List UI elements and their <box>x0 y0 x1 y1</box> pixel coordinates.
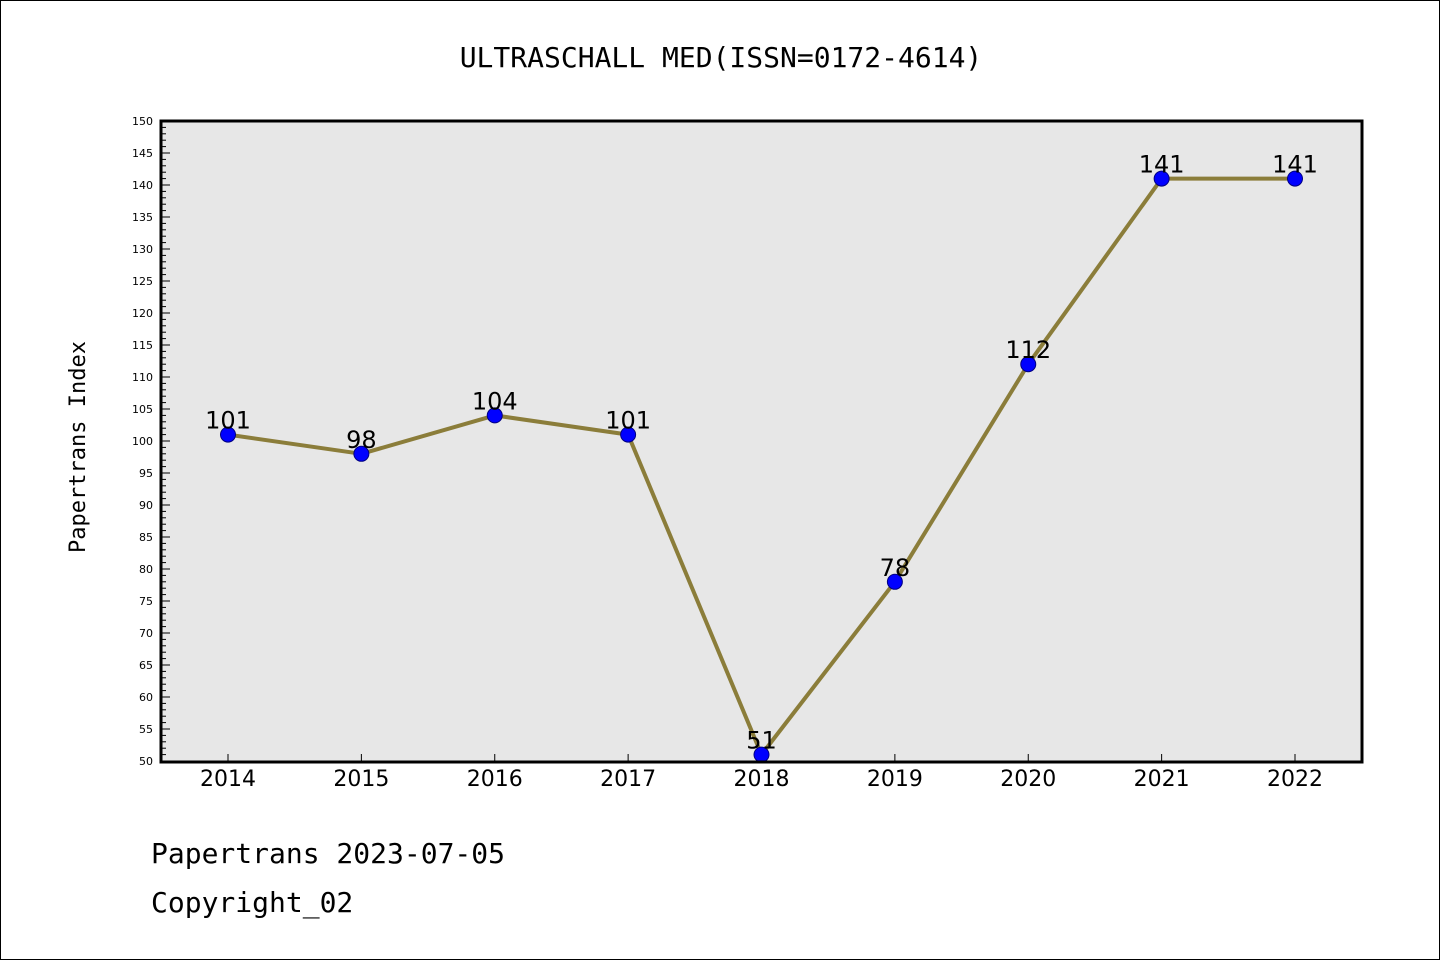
data-point <box>1287 170 1303 187</box>
y-tick-label: 100 <box>132 435 153 448</box>
footer-copyright: Copyright_02 <box>151 886 354 919</box>
x-tick-label: 2021 <box>1134 767 1190 792</box>
data-label: 101 <box>205 407 251 435</box>
y-tick-label: 140 <box>132 179 153 192</box>
data-point <box>220 426 236 443</box>
x-tick-label: 2019 <box>867 767 923 792</box>
data-label: 141 <box>1272 151 1318 179</box>
data-label-group: 101 98 104 101 51 78 112 141 141 <box>205 151 1318 755</box>
y-tick-label: 55 <box>139 723 153 736</box>
marker-group <box>220 170 1303 763</box>
x-tick-label: 2014 <box>200 767 256 792</box>
y-tick-label: 75 <box>139 595 153 608</box>
y-tick-label: 145 <box>132 147 153 160</box>
x-tick-label: 2020 <box>1000 767 1056 792</box>
data-point <box>1153 170 1170 187</box>
x-tick-label: 2018 <box>734 767 790 792</box>
y-tick-label: 135 <box>132 211 153 224</box>
y-tick-label: 150 <box>132 115 153 128</box>
x-tick-label: 2017 <box>600 767 656 792</box>
x-tick-label: 2022 <box>1267 767 1323 792</box>
plot-area <box>161 121 1362 762</box>
y-tick-label: 105 <box>132 403 153 416</box>
footer-date: Papertrans 2023-07-05 <box>151 837 506 870</box>
y-tick-label: 115 <box>132 339 153 352</box>
x-tick-label: 2015 <box>333 767 389 792</box>
y-tick-label: 120 <box>132 307 153 320</box>
y-tick-label: 70 <box>139 627 153 640</box>
data-label: 98 <box>346 426 377 454</box>
plot-frame <box>159 119 1364 764</box>
data-label: 104 <box>472 387 518 415</box>
data-point <box>1020 356 1037 373</box>
y-tick-label: 110 <box>132 371 153 384</box>
y-tick-label: 125 <box>132 275 153 288</box>
data-point <box>620 426 637 443</box>
y-axis-label: Papertrans Index <box>66 341 91 553</box>
y-tick-label: 50 <box>139 755 153 768</box>
chart-title: ULTRASCHALL MED(ISSN=0172-4614) <box>460 41 983 74</box>
y-tick-label: 65 <box>139 659 153 672</box>
y-tick-label: 60 <box>139 691 153 704</box>
data-label: 51 <box>746 727 777 755</box>
data-point <box>486 407 503 424</box>
y-axis-ticks: 50 55 60 65 70 75 80 85 90 95 100 105 110 115 120 125 13… <box>132 115 170 768</box>
x-axis-ticks: 2014 2015 2016 2017 2018 2019 2020 2021 2022 <box>200 754 1323 792</box>
y-tick-label: 80 <box>139 563 153 576</box>
data-point <box>353 445 370 462</box>
data-label: 141 <box>1139 151 1185 179</box>
y-tick-label: 130 <box>132 243 153 256</box>
data-label: 112 <box>1005 336 1051 364</box>
data-label: 101 <box>605 407 651 435</box>
y-tick-label: 85 <box>139 531 153 544</box>
x-tick-label: 2016 <box>467 767 523 792</box>
data-point <box>886 573 903 590</box>
data-label: 78 <box>880 554 911 582</box>
y-tick-label: 95 <box>139 467 153 480</box>
y-tick-label: 90 <box>139 499 153 512</box>
